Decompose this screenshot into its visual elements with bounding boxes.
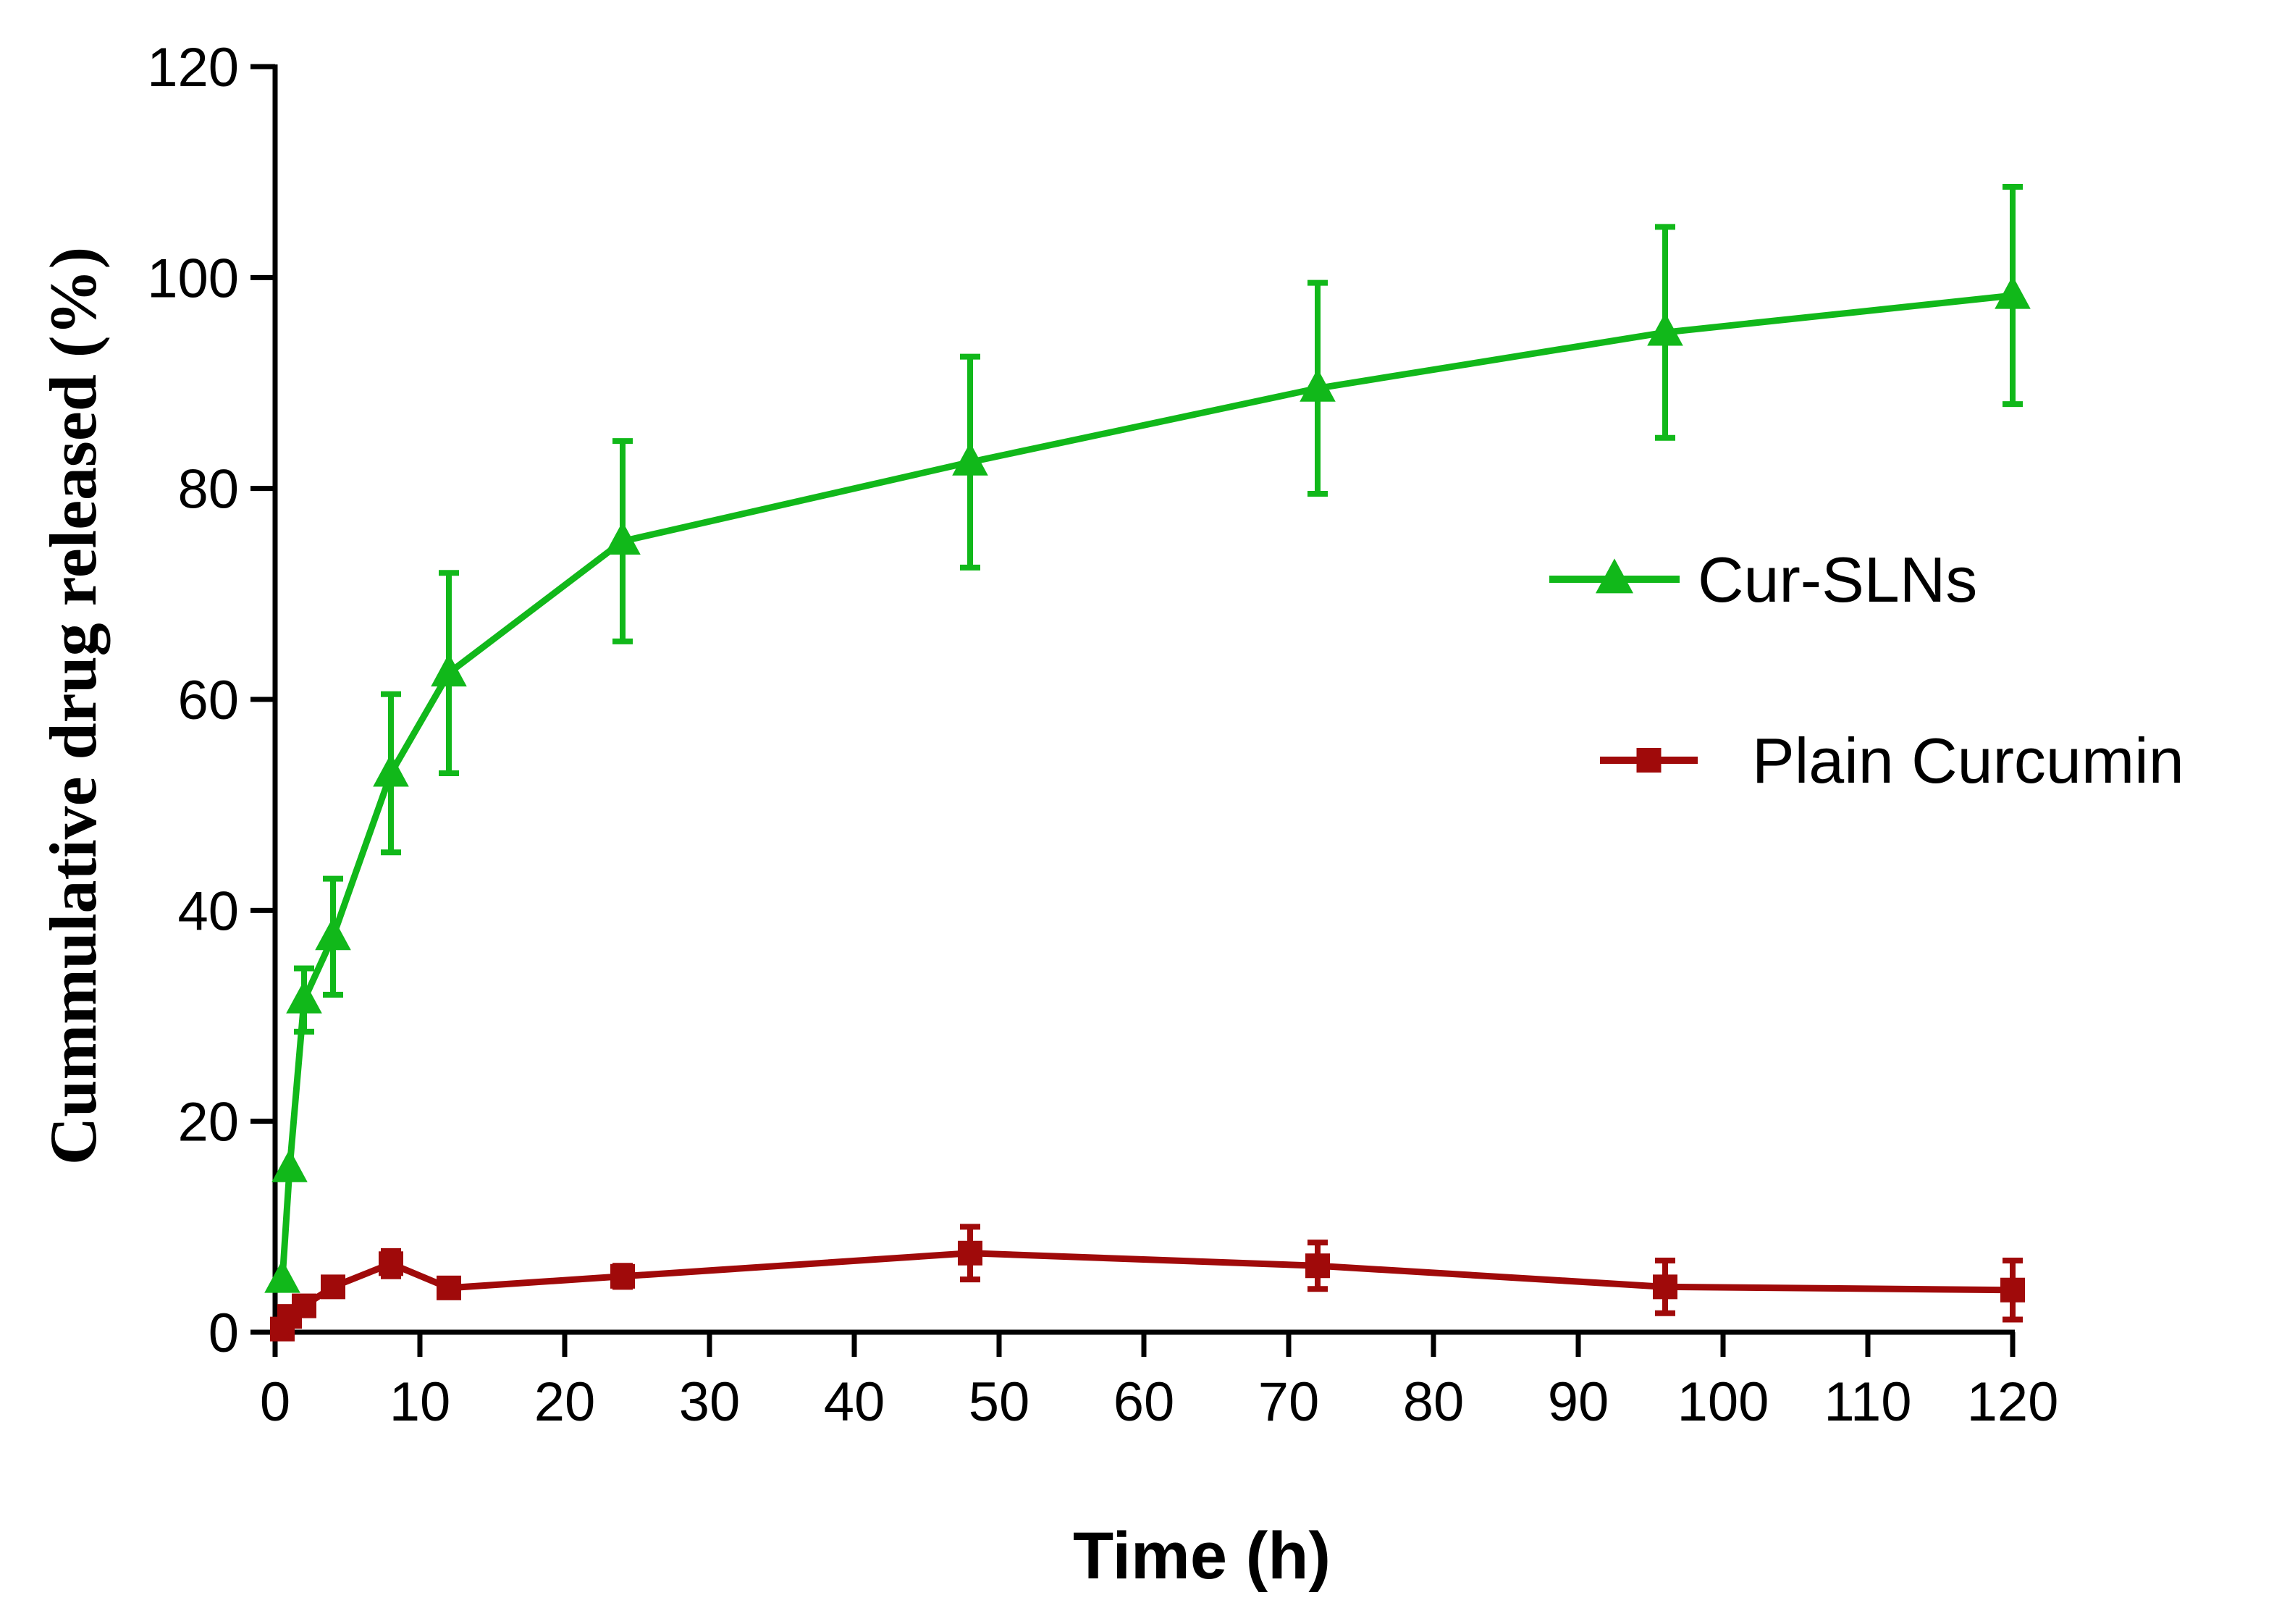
- legend-label: Plain Curcumin: [1752, 725, 2184, 796]
- x-tick-label: 70: [1258, 1371, 1320, 1433]
- y-tick-label: 40: [177, 880, 239, 942]
- data-point: [605, 521, 641, 555]
- x-tick-label: 60: [1113, 1371, 1175, 1433]
- x-tick-label: 50: [969, 1371, 1030, 1433]
- data-point: [1305, 1253, 1330, 1279]
- data-point: [379, 1251, 403, 1276]
- x-tick-label: 30: [679, 1371, 741, 1433]
- y-tick-label: 0: [209, 1303, 239, 1364]
- data-point: [1995, 275, 2031, 309]
- data-point: [2000, 1277, 2025, 1303]
- series-layer: [264, 184, 2031, 1342]
- data-point: [264, 1259, 300, 1293]
- data-point: [1653, 1274, 1677, 1300]
- y-tick-label: 20: [177, 1092, 239, 1153]
- data-point: [1300, 369, 1336, 402]
- data-point: [610, 1263, 635, 1289]
- y-tick-label: 80: [177, 459, 239, 521]
- legend-marker: [1636, 748, 1662, 773]
- x-tick-label: 10: [389, 1371, 451, 1433]
- legend-label: Cur-SLNs: [1698, 544, 1977, 615]
- x-tick-label: 80: [1403, 1371, 1465, 1433]
- series-plain-curcumin: [270, 1224, 2025, 1342]
- data-point: [1647, 312, 1683, 346]
- data-point: [958, 1240, 982, 1266]
- data-point: [292, 1293, 316, 1318]
- data-point: [952, 442, 988, 476]
- x-tick-label: 90: [1548, 1371, 1609, 1433]
- y-axis-title: Cummulative drug released (%): [36, 247, 110, 1165]
- series-line: [279, 1250, 2013, 1331]
- data-point: [373, 753, 409, 787]
- data-point: [286, 980, 322, 1014]
- x-tick-label: 120: [1967, 1371, 2059, 1433]
- data-point: [315, 917, 351, 951]
- axes: 0 20 40 60 80 100 120 0 10 20 30 40 50 60 70 80 90 100 110…: [147, 37, 2058, 1433]
- data-point: [437, 1275, 461, 1300]
- data-point: [431, 653, 467, 687]
- y-tick-label: 60: [177, 670, 239, 731]
- y-tick-label: 120: [147, 37, 239, 98]
- data-point: [271, 1148, 308, 1182]
- x-tick-label: 100: [1677, 1371, 1769, 1433]
- legend-marker: [1595, 558, 1634, 594]
- data-point: [321, 1274, 345, 1300]
- x-tick-label: 40: [824, 1371, 885, 1433]
- legend: Cur-SLNs Plain Curcumin: [1549, 544, 2184, 796]
- x-tick-label: 0: [260, 1371, 290, 1433]
- series-cur-slns: [264, 184, 2031, 1293]
- x-tick-label: 110: [1824, 1371, 1911, 1433]
- y-tick-label: 100: [147, 248, 239, 309]
- x-tick-label: 20: [534, 1371, 596, 1433]
- x-axis-title: Time (h): [1073, 1519, 1331, 1593]
